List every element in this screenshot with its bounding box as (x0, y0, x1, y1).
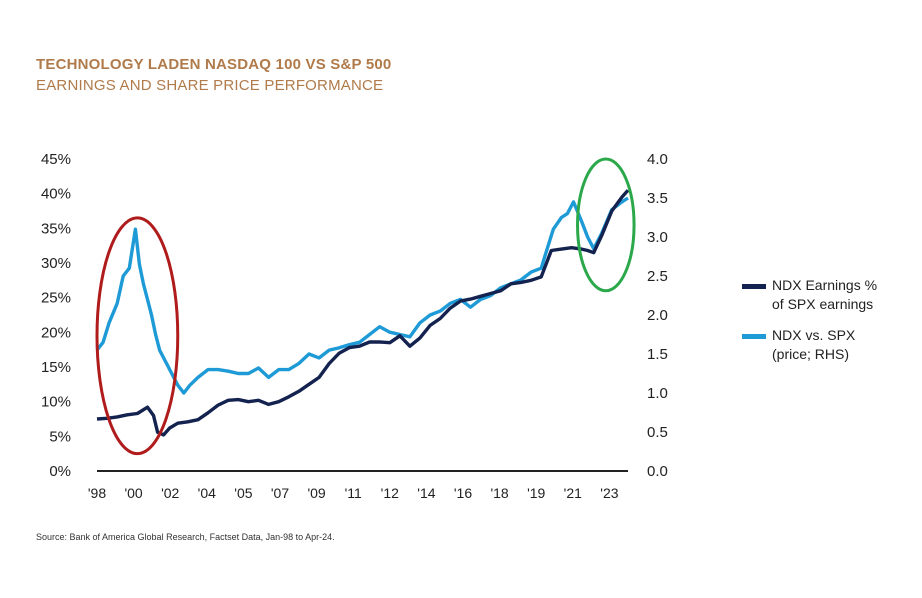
y-right-tick-label: 4.0 (647, 151, 668, 168)
chart-title: TECHNOLOGY LADEN NASDAQ 100 VS S&P 500 (36, 56, 392, 73)
x-tick-label: '09 (307, 485, 325, 501)
y-right-tick-label: 3.5 (647, 190, 668, 207)
x-tick-label: '16 (454, 485, 472, 501)
legend-item-price: NDX vs. SPX (price; RHS) (742, 326, 922, 364)
y-right-tick-label: 0.0 (647, 463, 668, 480)
legend-swatch-price (742, 334, 766, 339)
x-tick-label: '23 (600, 485, 618, 501)
y-left-tick-label: 20% (41, 324, 71, 341)
x-tick-label: '00 (124, 485, 142, 501)
y-left-tick-label: 25% (41, 290, 71, 307)
x-tick-label: '05 (234, 485, 252, 501)
y-left-tick-label: 45% (41, 151, 71, 168)
x-tick-label: '07 (271, 485, 289, 501)
series-line-ndx-earnings (96, 189, 630, 437)
legend-label-price-line1: NDX vs. SPX (772, 327, 856, 343)
legend-item-earnings: NDX Earnings % of SPX earnings (742, 276, 922, 314)
y-left-tick-label: 15% (41, 359, 71, 376)
chart-subtitle: EARNINGS AND SHARE PRICE PERFORMANCE (36, 77, 384, 94)
y-right-tick-label: 2.5 (647, 268, 668, 285)
y-left-tick-label: 5% (49, 428, 71, 445)
y-right-tick-label: 3.0 (647, 229, 668, 246)
x-tick-label: '14 (417, 485, 435, 501)
x-tick-label: '98 (88, 485, 106, 501)
legend: NDX Earnings % of SPX earnings NDX vs. S… (742, 276, 922, 376)
source-note: Source: Bank of America Global Research,… (36, 532, 335, 542)
y-left-tick-label: 40% (41, 186, 71, 203)
x-tick-label: '04 (198, 485, 216, 501)
x-tick-label: '11 (345, 485, 362, 501)
legend-label-earnings-line2: of SPX earnings (772, 296, 874, 312)
y-left-tick-label: 35% (41, 220, 71, 237)
legend-label-earnings-line1: NDX Earnings % (772, 277, 878, 293)
legend-label-price-line2: (price; RHS) (772, 346, 850, 362)
y-right-tick-label: 2.0 (647, 307, 668, 324)
y-right-tick-label: 1.5 (647, 346, 668, 363)
x-tick-label: '18 (490, 485, 508, 501)
y-left-tick-label: 30% (41, 255, 71, 272)
series-line-ndx-vs-spx (95, 196, 629, 395)
legend-swatch-earnings (742, 284, 766, 289)
x-tick-label: '19 (527, 485, 545, 501)
x-tick-label: '02 (161, 485, 179, 501)
highlight-ellipse-dotcom (95, 216, 180, 456)
y-left-tick-label: 0% (49, 463, 71, 480)
y-left-tick-label: 10% (41, 394, 71, 411)
x-tick-label: '21 (564, 485, 582, 501)
highlight-ellipse-recent (576, 157, 636, 293)
y-right-tick-label: 1.0 (647, 385, 668, 402)
y-right-tick-label: 0.5 (647, 424, 668, 441)
x-tick-label: '12 (381, 485, 399, 501)
